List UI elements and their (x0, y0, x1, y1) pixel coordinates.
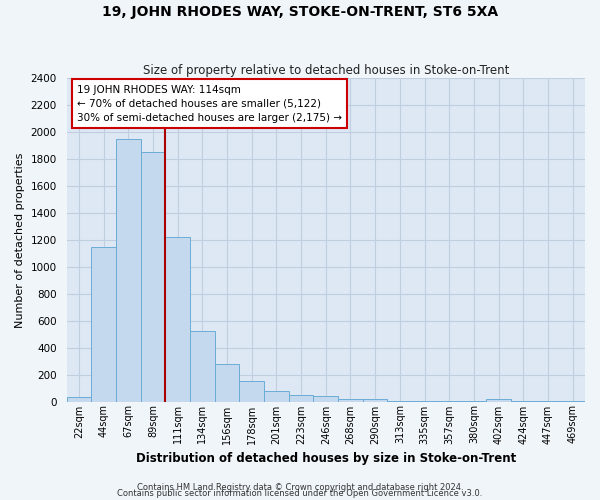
Bar (560, 401, 585, 402)
Bar (190, 332, 215, 402)
Bar (388, 401, 412, 402)
Bar (437, 401, 461, 402)
Bar (338, 400, 363, 402)
Bar (363, 399, 388, 402)
Bar (313, 396, 338, 402)
Text: Contains public sector information licensed under the Open Government Licence v3: Contains public sector information licen… (118, 490, 482, 498)
Text: 19 JOHN RHODES WAY: 114sqm
← 70% of detached houses are smaller (5,122)
30% of s: 19 JOHN RHODES WAY: 114sqm ← 70% of deta… (77, 84, 342, 122)
Title: Size of property relative to detached houses in Stoke-on-Trent: Size of property relative to detached ho… (143, 64, 509, 77)
Bar (239, 382, 264, 402)
Bar (412, 401, 437, 402)
Bar (461, 401, 486, 402)
Bar (215, 364, 239, 402)
Bar (140, 152, 165, 402)
Bar (486, 399, 511, 402)
Text: 19, JOHN RHODES WAY, STOKE-ON-TRENT, ST6 5XA: 19, JOHN RHODES WAY, STOKE-ON-TRENT, ST6… (102, 5, 498, 19)
Bar (91, 246, 116, 402)
Y-axis label: Number of detached properties: Number of detached properties (15, 152, 25, 328)
Bar (116, 139, 140, 402)
X-axis label: Distribution of detached houses by size in Stoke-on-Trent: Distribution of detached houses by size … (136, 452, 516, 465)
Bar (67, 398, 91, 402)
Bar (264, 390, 289, 402)
Bar (536, 401, 560, 402)
Bar (165, 237, 190, 402)
Text: Contains HM Land Registry data © Crown copyright and database right 2024.: Contains HM Land Registry data © Crown c… (137, 483, 463, 492)
Bar (289, 396, 313, 402)
Bar (511, 401, 536, 402)
